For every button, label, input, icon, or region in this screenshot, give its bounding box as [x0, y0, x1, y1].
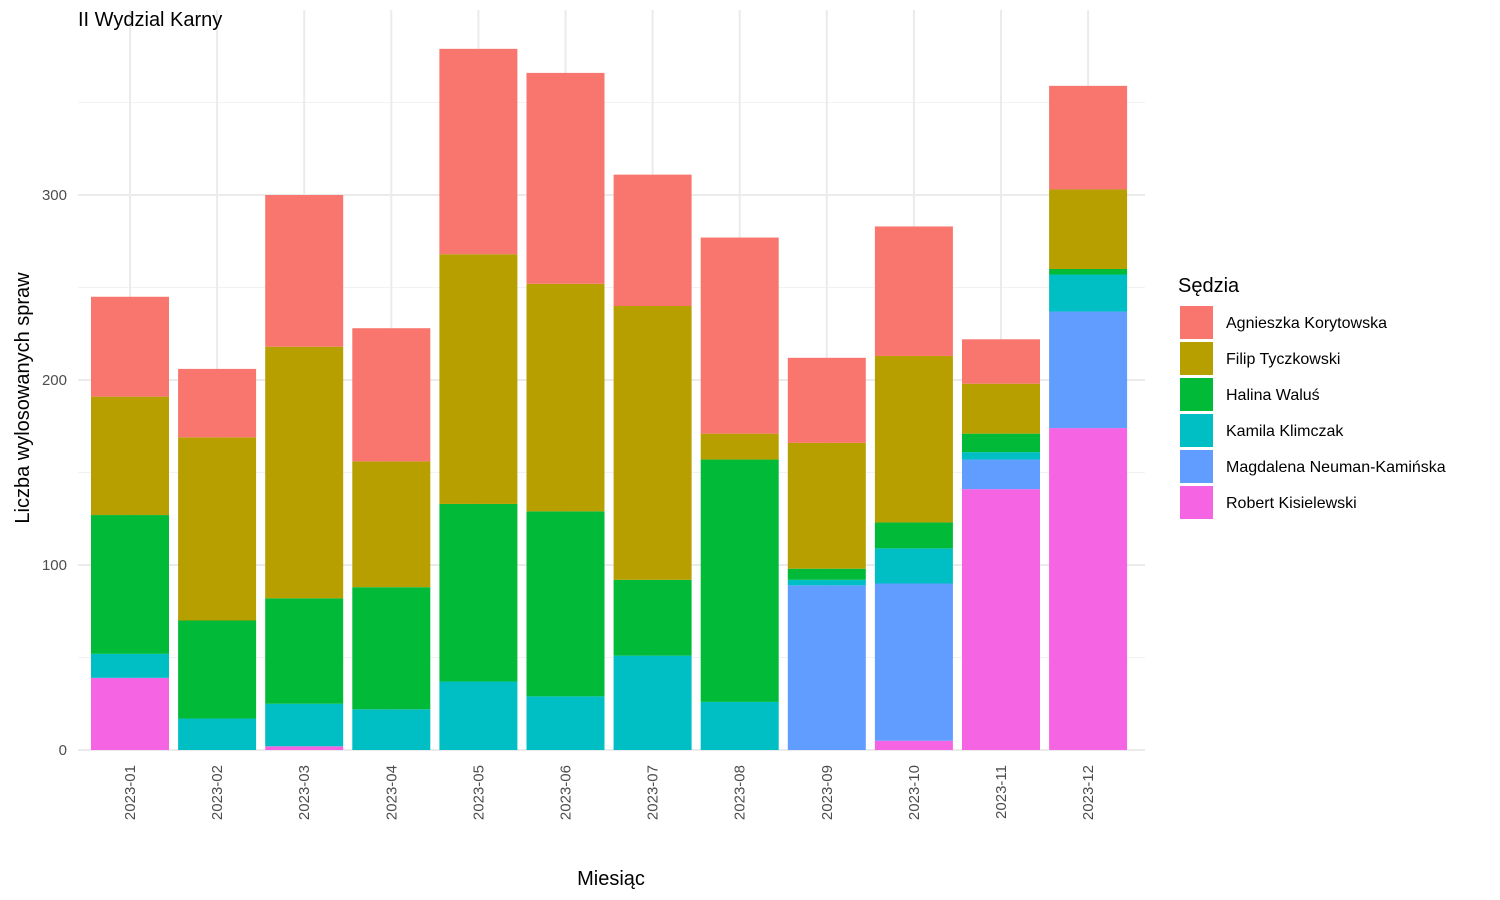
bar-segment — [352, 587, 431, 710]
bar-segment — [613, 306, 692, 580]
x-tick-label: 2023-03 — [296, 765, 313, 820]
bar-segment — [787, 357, 866, 443]
bar-segment — [962, 459, 1040, 490]
bar-segment — [962, 452, 1040, 460]
bar-segment — [178, 718, 257, 750]
bar-segment — [91, 396, 169, 516]
x-axis-title: Miesiąc — [577, 868, 645, 890]
bar-segment — [1049, 428, 1128, 750]
bar-segment — [1049, 85, 1128, 190]
legend-swatch — [1180, 306, 1213, 339]
bar-segment — [178, 620, 257, 719]
x-tick-label: 2023-12 — [1080, 765, 1097, 820]
legend-label: Filip Tyczkowski — [1226, 351, 1340, 368]
bar-segment — [178, 437, 257, 621]
bar-segment — [526, 283, 605, 512]
y-axis-title: Liczba wylosowanych spraw — [12, 272, 34, 524]
bar-segment — [1049, 274, 1128, 312]
bar-segment — [439, 681, 518, 750]
bar-segment — [91, 296, 169, 397]
bar-segment — [439, 48, 518, 255]
legend-label: Agnieszka Korytowska — [1226, 315, 1387, 332]
legend-label: Magdalena Neuman-Kamińska — [1226, 459, 1446, 476]
bar-segment — [352, 328, 431, 462]
y-tick-label: 300 — [42, 187, 67, 204]
bar-segment — [874, 740, 953, 750]
legend: Sędzia Agnieszka Korytowska Filip Tyczkow… — [1178, 275, 1446, 519]
bar-segment — [526, 696, 605, 750]
bar-segment — [700, 459, 779, 702]
bar-segment — [962, 489, 1040, 750]
bar-segment — [613, 174, 692, 306]
bar-segment — [700, 701, 779, 750]
legend-swatch — [1180, 414, 1213, 447]
bar-segment — [352, 709, 431, 750]
bar-segment — [874, 226, 953, 356]
bar-segment — [613, 655, 692, 750]
bar-segment — [700, 433, 779, 460]
y-axis-ticks: 0 100 200 300 — [42, 187, 67, 759]
bar-segment — [91, 515, 169, 654]
bar-segment — [962, 433, 1040, 453]
bar-segment — [265, 346, 344, 599]
x-tick-label: 2023-11 — [993, 765, 1010, 819]
bar-segment — [787, 585, 866, 750]
bar-segment — [265, 195, 344, 347]
bar-segment — [265, 703, 344, 747]
bar-segment — [613, 579, 692, 656]
bar-segment — [265, 746, 344, 750]
y-tick-label: 0 — [59, 742, 67, 759]
legend-swatch — [1180, 450, 1213, 483]
bar-segment — [265, 598, 344, 704]
x-tick-label: 2023-07 — [645, 765, 662, 820]
bar-segment — [787, 579, 866, 586]
bar-segment — [874, 355, 953, 523]
y-tick-label: 200 — [42, 372, 67, 389]
bar-segment — [1049, 189, 1128, 269]
chart-title: II Wydzial Karny — [78, 9, 222, 31]
bar-segment — [352, 461, 431, 588]
bar-segment — [962, 383, 1040, 434]
x-tick-label: 2023-10 — [906, 765, 923, 820]
bar-segment — [787, 568, 866, 580]
legend-title: Sędzia — [1178, 275, 1240, 297]
x-tick-label: 2023-09 — [819, 765, 836, 820]
bar-segment — [874, 548, 953, 584]
bar-segment — [874, 583, 953, 741]
bar-segment — [91, 677, 169, 750]
legend-label: Halina Waluś — [1226, 387, 1320, 404]
bar-segment — [700, 237, 779, 434]
legend-swatch — [1180, 486, 1213, 519]
x-tick-label: 2023-08 — [732, 765, 749, 820]
x-axis-ticks: 2023-01 2023-02 2023-03 2023-04 2023-05 2023-… — [122, 765, 1097, 820]
bar-segment — [874, 522, 953, 549]
bars — [91, 48, 1128, 750]
bar-segment — [439, 254, 518, 504]
bar-segment — [178, 368, 257, 438]
x-tick-label: 2023-06 — [558, 765, 575, 820]
bar-segment — [526, 511, 605, 697]
legend-label: Robert Kisielewski — [1226, 495, 1357, 512]
bar-segment — [91, 653, 169, 678]
x-tick-label: 2023-02 — [209, 765, 226, 820]
x-tick-label: 2023-04 — [383, 765, 400, 820]
bar-segment — [1049, 269, 1128, 275]
legend-swatch — [1180, 342, 1213, 375]
legend-label: Kamila Klimczak — [1226, 423, 1344, 440]
bar-segment — [526, 72, 605, 284]
x-tick-label: 2023-05 — [470, 765, 487, 820]
bar-segment — [1049, 311, 1128, 429]
bar-segment — [787, 442, 866, 569]
legend-swatch — [1180, 378, 1213, 411]
bar-segment — [962, 339, 1040, 384]
x-tick-label: 2023-01 — [122, 765, 139, 820]
y-tick-label: 100 — [42, 557, 67, 574]
bar-segment — [439, 503, 518, 682]
